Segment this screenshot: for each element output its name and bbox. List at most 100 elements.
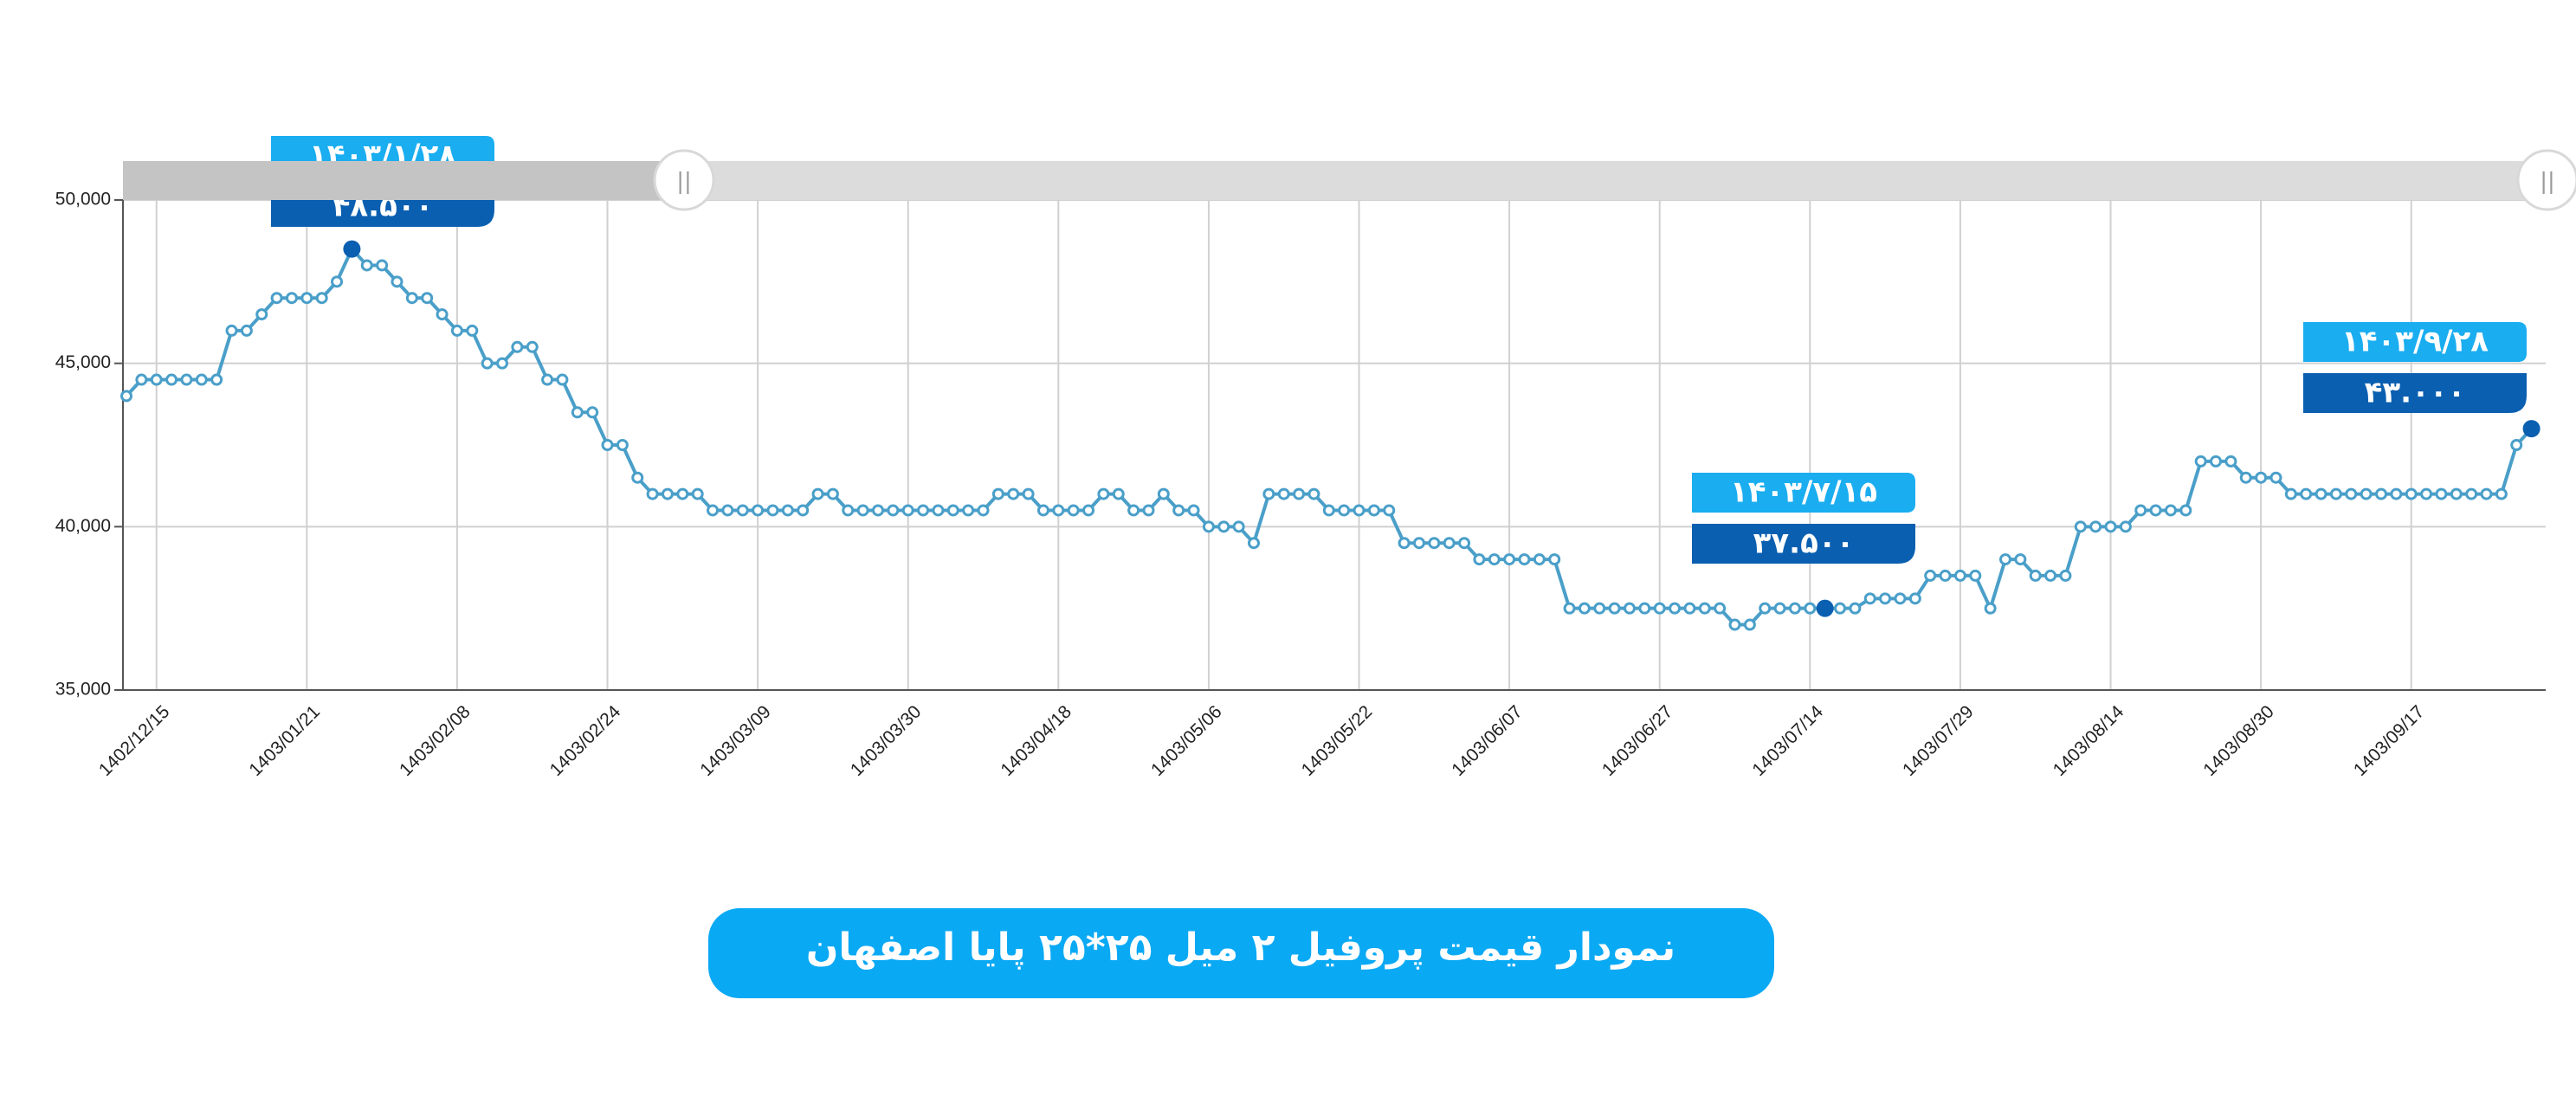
point [2435, 487, 2448, 500]
point [691, 487, 704, 500]
point [826, 487, 839, 500]
point [2269, 471, 2282, 484]
point [1563, 602, 1576, 615]
point [466, 324, 479, 337]
point [1714, 602, 1727, 615]
point [1683, 602, 1696, 615]
point [541, 373, 554, 386]
point [1953, 569, 1966, 582]
point [2059, 569, 2072, 582]
point [1007, 487, 1020, 500]
point [1277, 487, 1290, 500]
point [1473, 553, 1486, 566]
line [125, 246, 2534, 627]
point [1187, 504, 1200, 517]
point [1608, 602, 1621, 615]
point [1759, 602, 1772, 615]
point [2134, 504, 2147, 517]
x-tick-label: 1403/06/27 [1598, 701, 1677, 780]
point [586, 406, 599, 419]
point [1383, 504, 1396, 517]
scroll-handle[interactable] [653, 149, 715, 211]
point [1217, 520, 1230, 533]
point [2074, 520, 2087, 533]
point [1533, 553, 1546, 566]
point [1398, 537, 1411, 550]
point [2315, 487, 2327, 500]
x-tick-label: 1403/05/06 [1147, 701, 1226, 780]
point [1698, 602, 1711, 615]
callout-date-box [1692, 473, 1915, 513]
point [1202, 520, 1215, 533]
point [1157, 487, 1170, 500]
point [1172, 504, 1185, 517]
point [2224, 455, 2237, 468]
point [511, 340, 524, 353]
point [225, 324, 238, 337]
point [2405, 487, 2418, 500]
point [752, 504, 765, 517]
x-tick-label: 1403/06/07 [1448, 701, 1527, 780]
x-tick-label: 1403/07/14 [1748, 701, 1827, 780]
point [1728, 618, 1741, 631]
point [2194, 455, 2207, 468]
point [2029, 569, 2042, 582]
point [240, 324, 253, 337]
point [1112, 487, 1125, 500]
point [1127, 504, 1140, 517]
x-tick-label: 1403/07/29 [1899, 701, 1978, 780]
point [1578, 602, 1591, 615]
point [962, 504, 975, 517]
point [1624, 602, 1636, 615]
point [450, 324, 463, 337]
point [2329, 487, 2342, 500]
point [135, 373, 148, 386]
point [195, 373, 208, 386]
point [2119, 520, 2132, 533]
point [391, 275, 404, 288]
point [1322, 504, 1335, 517]
point [2420, 487, 2433, 500]
x-tick-label: 1403/03/30 [847, 701, 926, 780]
point [2210, 455, 2223, 468]
point [2179, 504, 2192, 517]
point [300, 292, 313, 305]
point [1307, 487, 1320, 500]
x-tick-label: 1403/08/14 [2050, 701, 2128, 780]
point [2495, 487, 2508, 500]
point [766, 504, 779, 517]
point [2044, 569, 2057, 582]
scroll-handle[interactable] [2516, 149, 2576, 211]
x-tick-label: 1403/08/30 [2199, 701, 2278, 780]
point [1338, 504, 1351, 517]
point [481, 357, 494, 370]
point [376, 259, 389, 272]
handle-grip: || [2540, 169, 2555, 195]
point [2465, 487, 2478, 500]
point [1036, 504, 1049, 517]
point [842, 504, 855, 517]
point [556, 373, 569, 386]
point [2149, 504, 2162, 517]
point [1653, 602, 1666, 615]
point [165, 373, 178, 386]
x-tick-label: 1402/12/15 [95, 701, 174, 780]
point [1293, 487, 1306, 500]
handle-grip: || [676, 169, 692, 195]
point [1669, 602, 1682, 615]
y-tick-label: 50,000 [55, 190, 111, 210]
point [991, 487, 1004, 500]
point [2164, 504, 2177, 517]
point [496, 357, 508, 370]
point [1022, 487, 1035, 500]
y-tick-label: 45,000 [55, 352, 111, 372]
callout-price-box [1692, 524, 1915, 564]
x-tick-label: 1403/01/21 [245, 701, 324, 780]
point [2345, 487, 2358, 500]
point [285, 292, 298, 305]
point [1548, 553, 1561, 566]
point [2104, 520, 2117, 533]
point [1353, 504, 1365, 517]
point [616, 439, 629, 451]
scrollbar[interactable]: || || [123, 149, 2576, 211]
